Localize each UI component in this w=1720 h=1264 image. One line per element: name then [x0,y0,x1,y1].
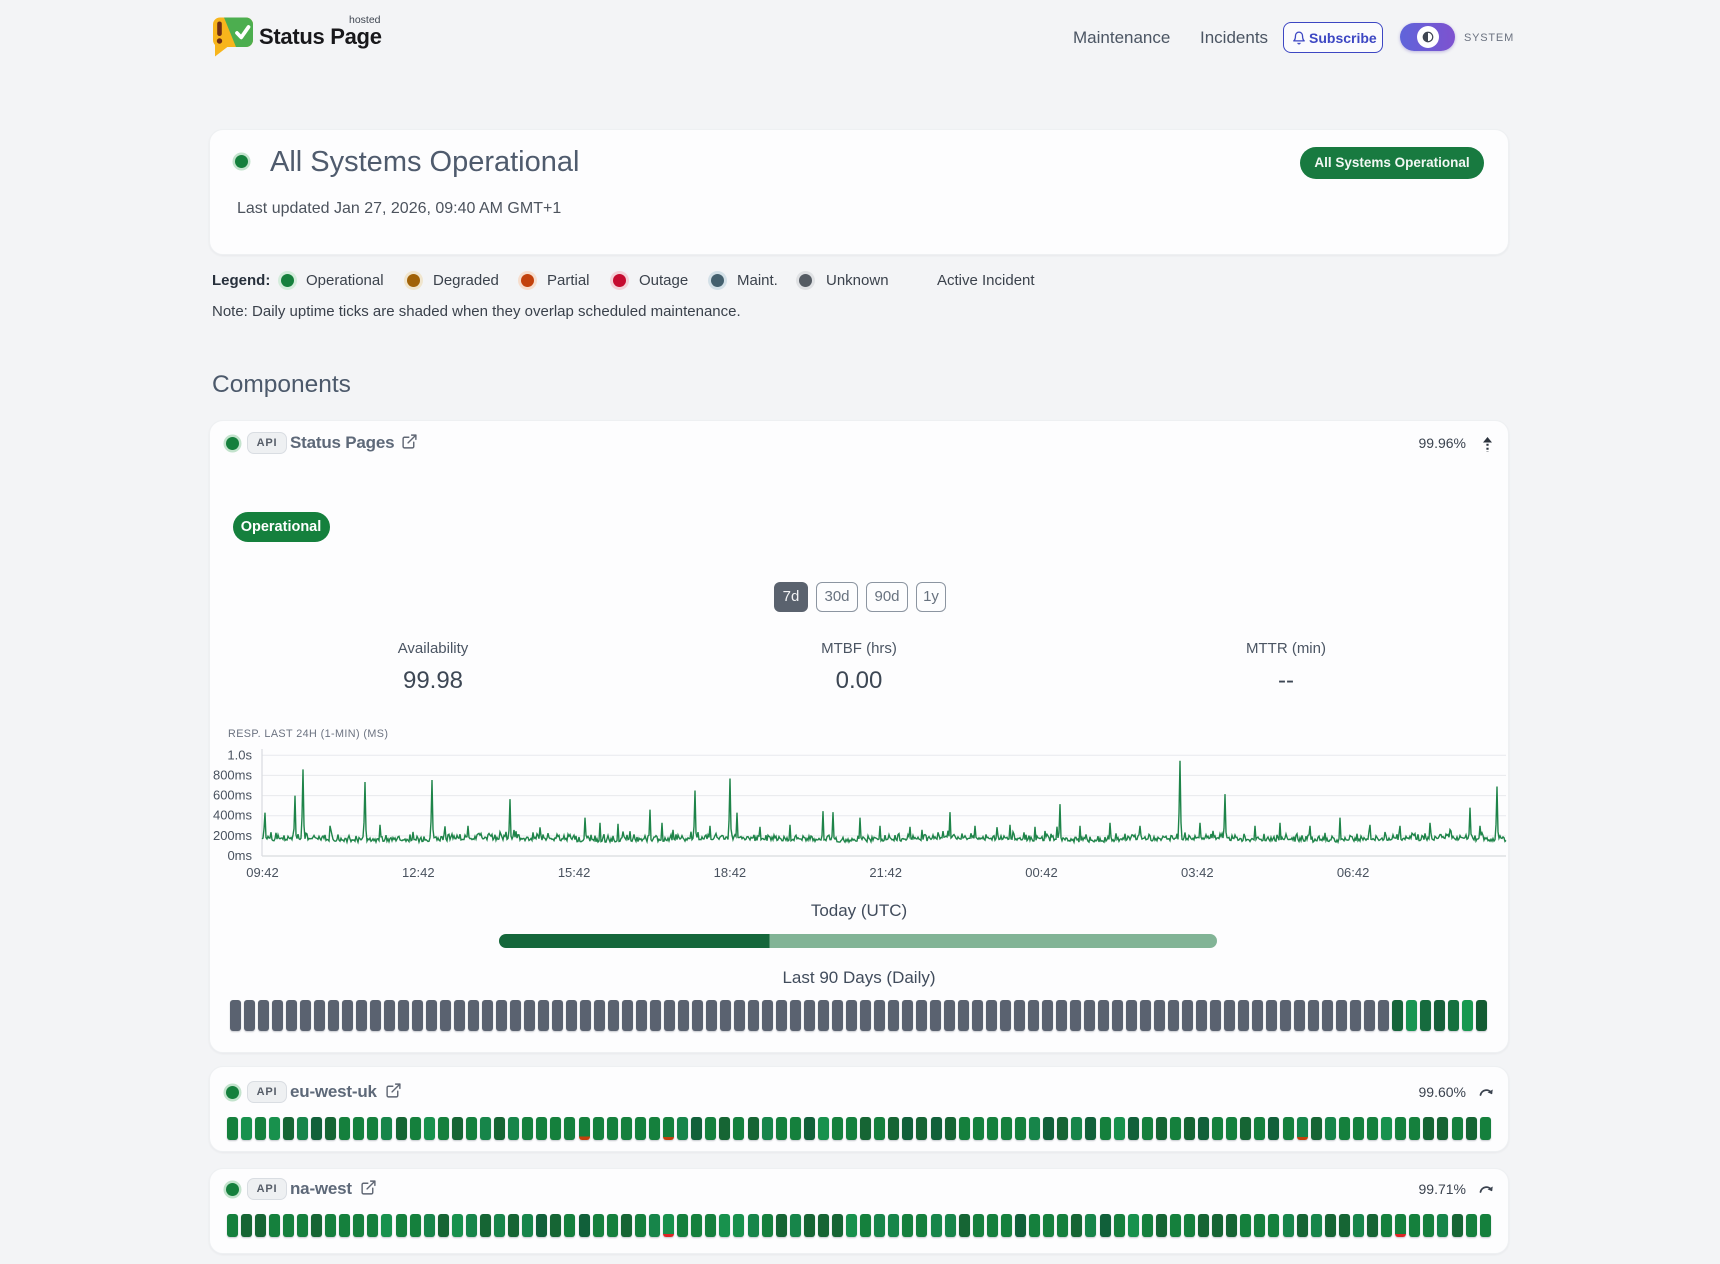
svg-text:00:42: 00:42 [1025,865,1058,880]
svg-text:RESP. LAST 24H (1-MIN) (MS): RESP. LAST 24H (1-MIN) (MS) [228,728,388,740]
svg-text:1.0s: 1.0s [227,747,252,762]
svg-text:21:42: 21:42 [869,865,902,880]
svg-text:09:42: 09:42 [246,865,279,880]
svg-text:600ms: 600ms [213,788,253,803]
svg-text:12:42: 12:42 [402,865,435,880]
svg-text:06:42: 06:42 [1337,865,1370,880]
svg-text:800ms: 800ms [213,767,253,782]
svg-text:03:42: 03:42 [1181,865,1214,880]
svg-text:18:42: 18:42 [714,865,747,880]
svg-text:200ms: 200ms [213,828,253,843]
svg-text:400ms: 400ms [213,808,253,823]
svg-text:0ms: 0ms [227,848,252,863]
svg-text:15:42: 15:42 [558,865,591,880]
